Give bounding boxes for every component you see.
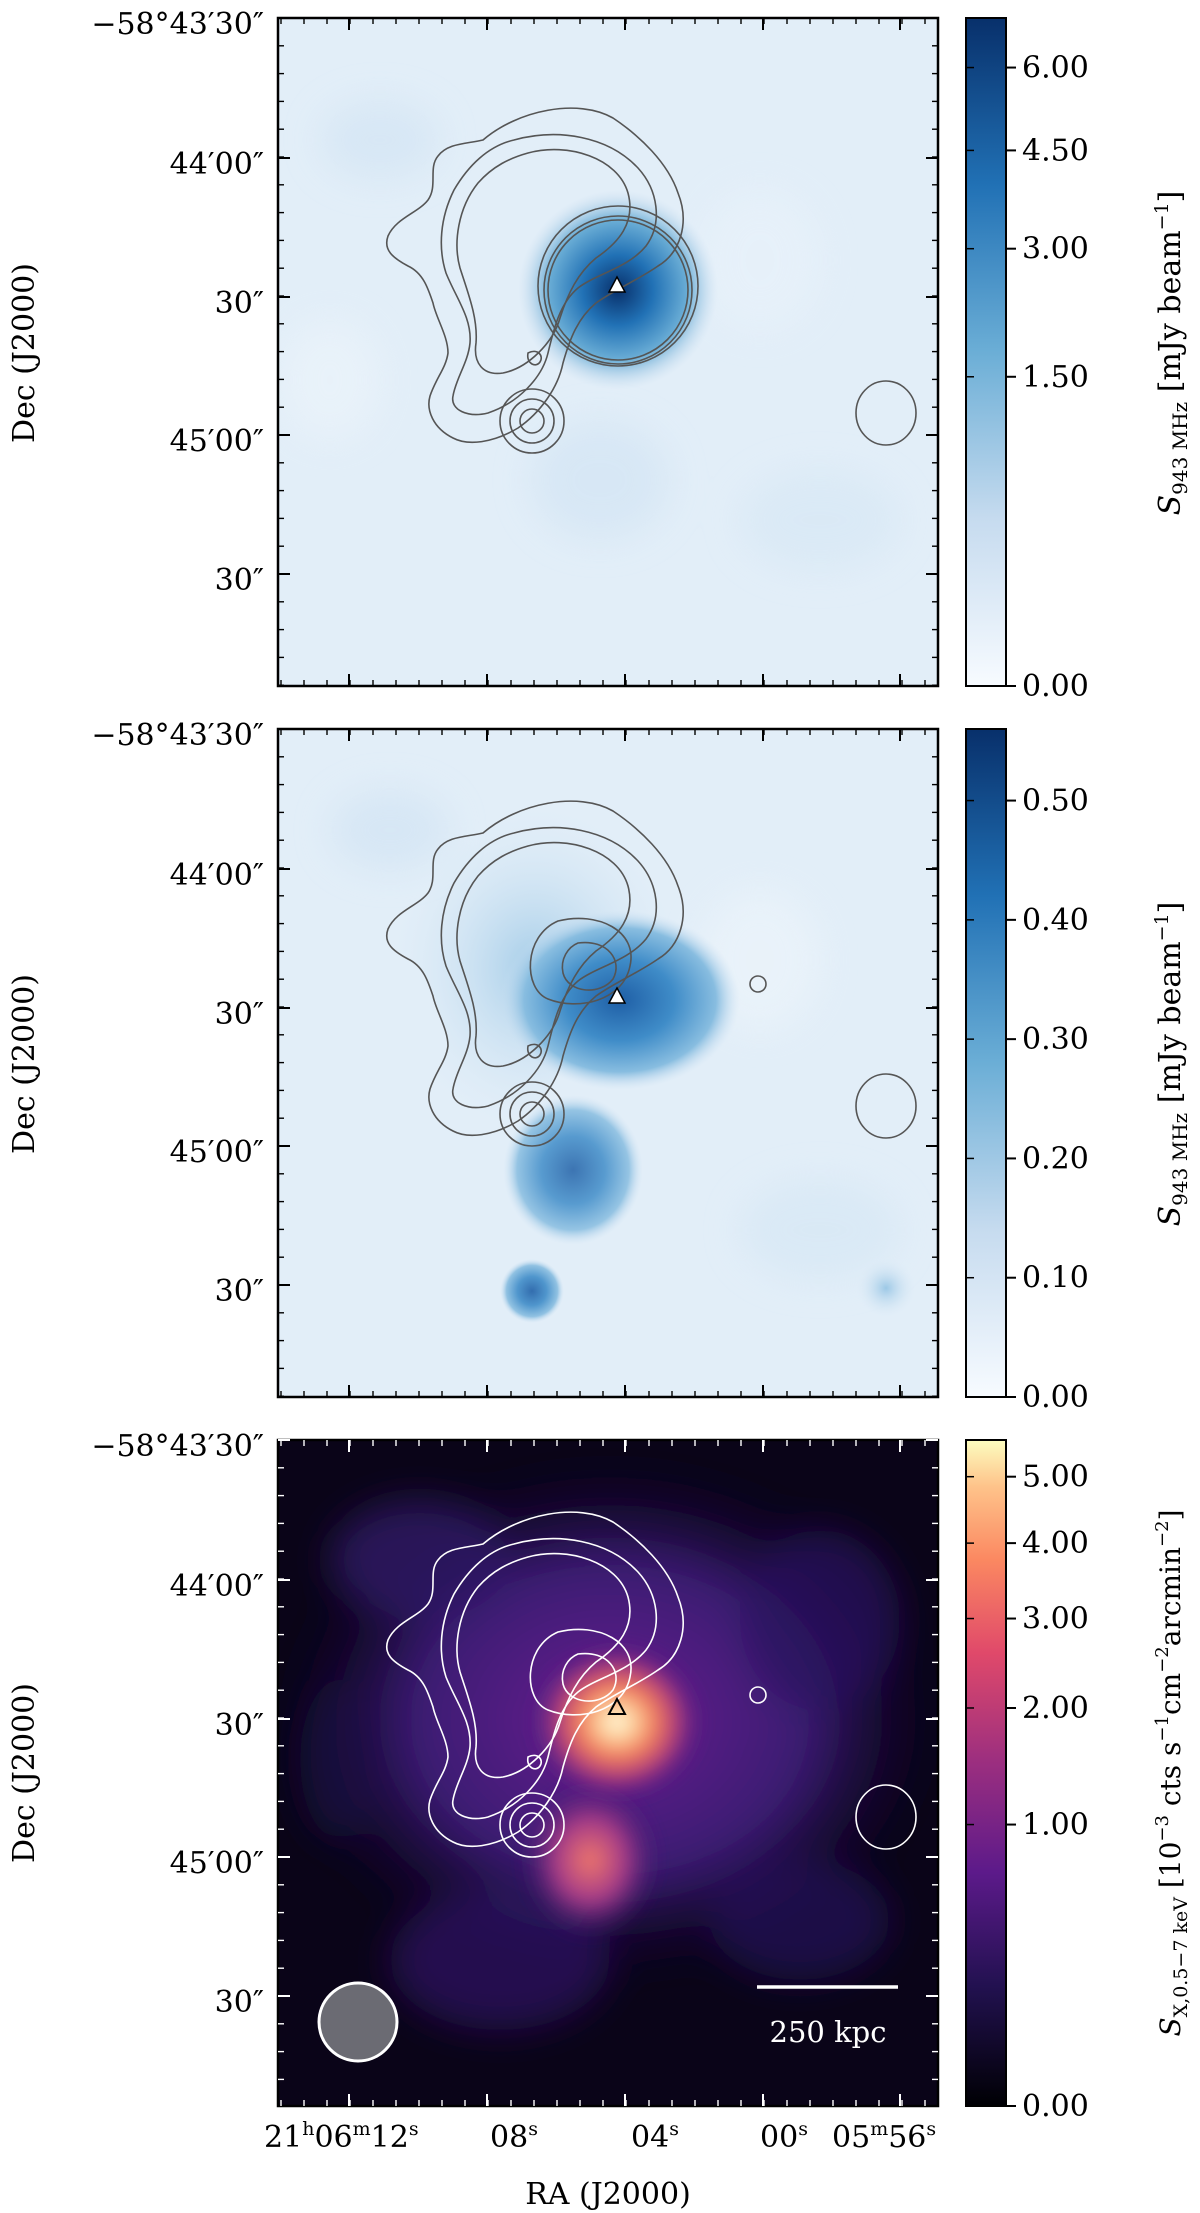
x-tick-label: 08s [490, 2118, 538, 2155]
y-tick-label: 45′00″ [170, 424, 264, 459]
colorbar-top-ticks: 6.00 4.50 3.00 1.50 0.00 [966, 51, 1089, 704]
xray-south-extension [520, 1780, 660, 1940]
contours-middle [385, 800, 917, 1147]
colorbar-tick-label: 3.00 [1022, 232, 1089, 267]
colorbar-middle-label: S943 MHz [mJy beam−1] [1151, 902, 1192, 1227]
y-tick-label: 44′00″ [170, 1569, 264, 1604]
colorbar-tick-label: 0.00 [1022, 2089, 1089, 2124]
colorbar-tick-label: 0.40 [1022, 903, 1089, 938]
axis-ticks [278, 17, 938, 2106]
radio-point-source [856, 1258, 916, 1318]
scalebar-label: 250 kpc [770, 2015, 887, 2049]
contours-top [385, 107, 917, 454]
y-tick-label: 44′00″ [170, 858, 264, 893]
y-tick-label: −58°43′30″ [91, 1429, 264, 1464]
y-tick-label: 30″ [215, 286, 264, 321]
y-tick-label: 30″ [215, 1708, 264, 1743]
colorbar-top-fill [965, 17, 1007, 687]
y-tick-label: 45′00″ [170, 1846, 264, 1881]
y-tick-label: 30″ [215, 1274, 264, 1309]
y-tick-label: 30″ [215, 1985, 264, 2020]
y-tick-label: 44′00″ [170, 147, 264, 182]
colorbar-tick-label: 0.00 [1022, 669, 1089, 704]
y-axis-label-middle: Dec (J2000) [7, 974, 42, 1154]
x-tick-label: 21h06m12s [264, 2118, 419, 2155]
y-axis-label-top: Dec (J2000) [7, 263, 42, 443]
y-tick-label: 30″ [215, 563, 264, 598]
beam-ellipse [317, 1981, 399, 2063]
colorbar-tick-label: 0.20 [1022, 1141, 1089, 1176]
colorbar-tick-label: 4.00 [1022, 1526, 1089, 1561]
y-axis-bottom: −58°43′30″ 44′00″ 30″ 45′00″ 30″ [91, 1429, 264, 2020]
y-tick-label: 30″ [215, 997, 264, 1032]
x-tick-label: 05m56s [832, 2118, 936, 2155]
colorbar-top: 6.00 4.50 3.00 1.50 0.00 S943 MHz [mJy beam−… [965, 17, 1192, 704]
radio-south-lobe [503, 1095, 643, 1245]
colorbar-tick-label: 2.00 [1022, 1691, 1089, 1726]
colorbar-bottom-ticks: 5.00 4.00 3.00 2.00 1.00 0.00 [966, 1460, 1089, 2124]
colorbar-tick-label: 1.00 [1022, 1808, 1089, 1843]
colorbar-tick-label: 0.50 [1022, 784, 1089, 819]
y-tick-label: −58°43′30″ [91, 7, 264, 42]
colorbar-tick-label: 6.00 [1022, 51, 1089, 86]
colorbar-tick-label: 4.50 [1022, 133, 1089, 168]
x-tick-label: 04s [631, 2118, 679, 2155]
xray-core [532, 1644, 702, 1800]
triangle-marker [607, 275, 627, 293]
y-tick-label: 45′00″ [170, 1135, 264, 1170]
colorbar-bottom-label: SX,0.5−7 keV [10−3 cts s−1cm−2arcmin−2] [1152, 1509, 1192, 2036]
panel-top [276, 16, 940, 688]
panel-middle [276, 727, 940, 1399]
colorbar-bottom-fill [965, 1439, 1007, 2107]
colorbar-tick-label: 0.10 [1022, 1261, 1089, 1296]
y-axis-label-bottom: Dec (J2000) [7, 1683, 42, 1863]
colorbar-tick-label: 1.50 [1022, 360, 1089, 395]
colorbar-tick-label: 5.00 [1022, 1460, 1089, 1495]
y-axis-top: −58°43′30″ 44′00″ 30″ 45′00″ 30″ [91, 7, 264, 598]
contours-bottom [385, 1511, 917, 1858]
colorbar-middle-fill [965, 728, 1007, 1398]
x-axis-label: RA (J2000) [525, 2177, 691, 2212]
colorbar-bottom: 5.00 4.00 3.00 2.00 1.00 0.00 SX,0.5−7 keV [1… [965, 1439, 1192, 2124]
y-tick-label: −58°43′30″ [91, 718, 264, 753]
triangle-marker [607, 1696, 627, 1715]
x-tick-label: 00s [760, 2118, 808, 2155]
colorbar-tick-label: 0.30 [1022, 1022, 1089, 1057]
radio-knot [500, 1259, 564, 1323]
colorbar-top-label: S943 MHz [mJy beam−1] [1151, 191, 1192, 516]
colorbar-middle: 0.50 0.40 0.30 0.20 0.10 0.00 S943 MHz [mJy b… [965, 728, 1192, 1415]
colorbar-tick-label: 3.00 [1022, 1602, 1089, 1637]
x-axis: 21h06m12s 08s 04s 00s 05m56s [264, 2118, 936, 2155]
y-axis-middle: −58°43′30″ 44′00″ 30″ 45′00″ 30″ [91, 718, 264, 1309]
colorbar-tick-label: 0.00 [1022, 1380, 1089, 1415]
colorbar-middle-ticks: 0.50 0.40 0.30 0.20 0.10 0.00 [966, 784, 1089, 1415]
triangle-marker [607, 986, 627, 1004]
panel-bottom: 250 kpc [276, 1438, 940, 2108]
